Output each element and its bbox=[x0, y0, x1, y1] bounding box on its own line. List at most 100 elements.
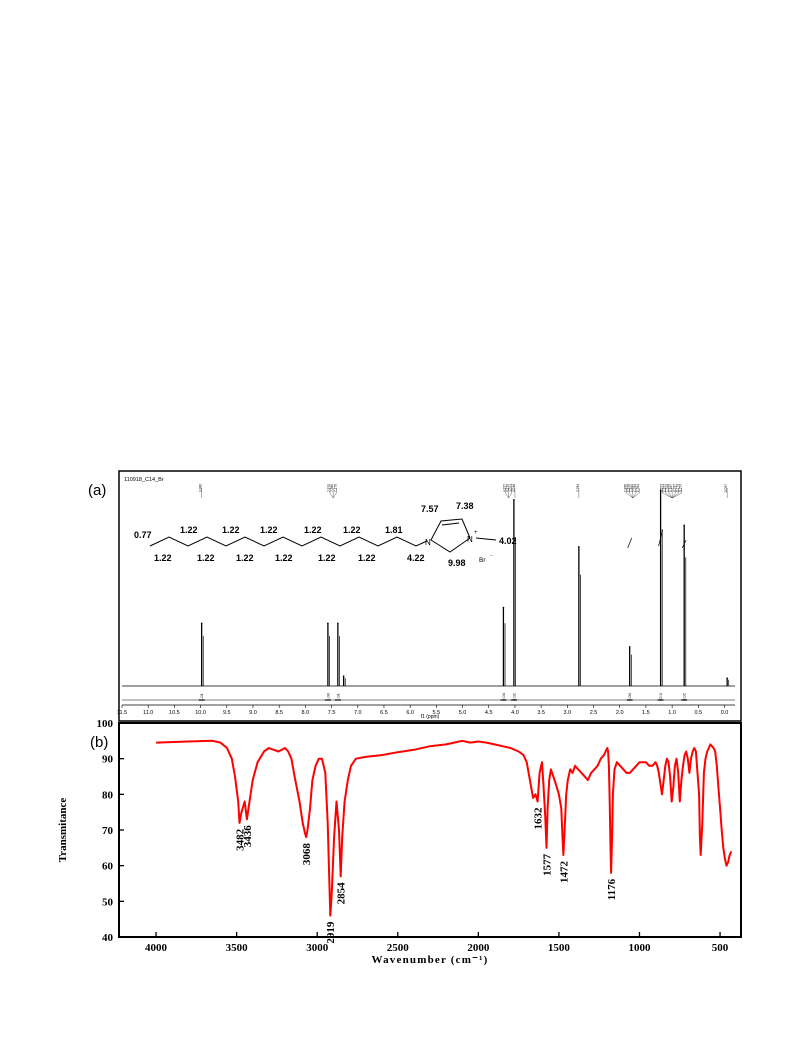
peak-list-leader bbox=[668, 492, 673, 499]
shift-label-top: 1.81 bbox=[385, 525, 403, 535]
ring-double-bond bbox=[441, 522, 460, 526]
peak-list-label: 1.231 bbox=[660, 484, 664, 492]
nmr-x-tick-label: 6.5 bbox=[380, 710, 388, 716]
ir-transmittance-line bbox=[156, 739, 733, 917]
ir-y-tick-label: 60 bbox=[102, 861, 114, 873]
nmr-x-tick-label: 7.0 bbox=[354, 710, 362, 716]
shift-label-top: 1.22 bbox=[343, 525, 361, 535]
nmr-peak-marker bbox=[513, 499, 515, 501]
shift-label-bottom: 1.22 bbox=[197, 553, 215, 563]
nmr-x-tick-label: 11.5 bbox=[117, 710, 127, 716]
nmr-x-tick-label: 4.0 bbox=[511, 710, 519, 716]
nmr-peak-marker bbox=[342, 675, 345, 677]
ir-x-axis-label: Wavenumber (cm⁻¹) bbox=[372, 954, 489, 966]
ir-y-axis-label: Transmitance bbox=[57, 798, 69, 863]
shift-label-top: 1.22 bbox=[304, 525, 322, 535]
integral-curve-mark bbox=[627, 537, 633, 549]
peak-list-label: 0.770 bbox=[676, 484, 680, 492]
peak-list-leader bbox=[662, 492, 673, 499]
peak-list-label: 7.570 bbox=[327, 484, 331, 492]
nmr-x-tick-label: 11.0 bbox=[143, 710, 153, 716]
nmr-peak-marker bbox=[726, 677, 728, 679]
nmr-x-tick-label: 0.5 bbox=[694, 710, 702, 716]
peak-list-leader bbox=[626, 492, 633, 499]
peak-list-label: 1.222 bbox=[663, 484, 667, 492]
peak-list-label: 4.220 bbox=[506, 484, 510, 492]
nmr-x-tick-label: 5.5 bbox=[433, 710, 441, 716]
peak-list-label: 1.208 bbox=[666, 484, 670, 492]
ir-x-tick-label: 2000 bbox=[467, 942, 490, 954]
peak-list-leader bbox=[672, 492, 676, 499]
ir-x-tick-label: 3500 bbox=[226, 942, 249, 954]
integral-label: 1.00 bbox=[325, 692, 330, 701]
integral-label: 3.02 bbox=[511, 692, 516, 701]
peak-list-label: 4.237 bbox=[502, 484, 506, 492]
nmr-x-tick-label: 4.5 bbox=[485, 710, 493, 716]
peak-list-leader bbox=[629, 492, 633, 499]
nmr-x-tick-label: 2.5 bbox=[590, 710, 598, 716]
ir-x-tick-label: 1000 bbox=[628, 942, 651, 954]
shift-label-methyl: 4.02 bbox=[499, 536, 517, 546]
peak-list-leader bbox=[672, 492, 682, 499]
shift-label-bottom: 1.22 bbox=[236, 553, 254, 563]
peak-list-leader bbox=[508, 492, 512, 499]
peak-list-leader bbox=[632, 492, 640, 499]
nmr-x-tick-label: 10.0 bbox=[195, 710, 206, 716]
shift-label-bottom: 1.22 bbox=[318, 553, 336, 563]
molecule-structure: N N + Br − 0.77 1.22 1.22 1.22 1.22 1.22… bbox=[134, 501, 517, 568]
ir-x-tick-label: 500 bbox=[712, 942, 729, 954]
shift-label-top: 1.22 bbox=[260, 525, 278, 535]
ir-x-tick-label: 4000 bbox=[145, 942, 168, 954]
nmr-peak-marker bbox=[327, 622, 329, 625]
nmr-x-tick-label: 1.0 bbox=[668, 710, 676, 716]
nmr-x-tick-label: 10.5 bbox=[169, 710, 180, 716]
alkyl-chain bbox=[149, 536, 428, 547]
shift-label-ring-right: 7.38 bbox=[456, 501, 474, 511]
peak-list-label: 4.016 bbox=[512, 484, 516, 492]
shift-label-top: 1.22 bbox=[222, 525, 240, 535]
peak-list-label: -0.057 bbox=[724, 484, 728, 493]
peak-list-label: 1.187 bbox=[669, 484, 673, 492]
ir-y-tick-label: 100 bbox=[97, 718, 114, 730]
ir-peak-label: 3068 bbox=[301, 843, 313, 866]
ir-y-tick-label: 70 bbox=[102, 825, 114, 837]
nmr-x-tick-label: 9.0 bbox=[249, 710, 257, 716]
nmr-peak-marker bbox=[628, 646, 631, 648]
shift-label-bottom: 1.22 bbox=[358, 553, 376, 563]
peak-list-leader bbox=[665, 492, 673, 499]
nmr-x-tick-label: 8.5 bbox=[275, 710, 283, 716]
ir-peak-label: 1632 bbox=[533, 807, 545, 830]
nmr-peak-marker bbox=[200, 622, 203, 625]
nmr-peak-list: 9.980 7.570 7.380 7.270 4.237 4.220 4.021 4.016… bbox=[199, 484, 728, 499]
ir-peak-label: 1176 bbox=[606, 878, 618, 900]
nmr-x-tick-label: 0.0 bbox=[721, 710, 729, 716]
peak-list-label: 4.021 bbox=[509, 484, 513, 492]
nmr-x-tick-label: 1.5 bbox=[642, 710, 650, 716]
nmr-x-tick-label: 3.5 bbox=[537, 710, 545, 716]
ir-frame bbox=[118, 722, 742, 938]
imidazolium-ring bbox=[430, 518, 471, 553]
nmr-integrals: 1.01 1.00 1.01 2.04 3.02 2.00 22.0 3.02 bbox=[198, 692, 688, 701]
nmr-x-axis-label: f1 (ppm) bbox=[421, 714, 440, 720]
ir-x-tick-label: 2500 bbox=[387, 942, 410, 954]
peak-list-leader bbox=[329, 492, 334, 499]
nmr-panel: (a) 110918_C14_Br 9.980 7.570 7.380 7.270 4.… bbox=[88, 470, 742, 722]
integral-label: 1.01 bbox=[199, 692, 204, 701]
peak-list-label: 2.784 bbox=[576, 484, 580, 492]
peak-list-label: 7.380 bbox=[330, 484, 334, 492]
nmr-peak-marker bbox=[578, 546, 580, 548]
nmr-peak-marker bbox=[683, 524, 685, 527]
counterion-label: Br bbox=[479, 557, 486, 564]
ir-peak-label: 1472 bbox=[558, 860, 570, 883]
nmr-ticks: 11.5 11.0 10.5 10.0 9.5 9.0 8.5 8.0 7.5 7.0 6.5 6.0… bbox=[117, 705, 728, 716]
ir-x-ticks: 4000 3500 3000 2500 2000 1500 1000 500 bbox=[145, 932, 729, 954]
nmr-peak-marker bbox=[337, 622, 339, 625]
integral-curve-marks bbox=[627, 529, 687, 549]
peak-list-leader bbox=[333, 492, 337, 499]
shift-label-top: 1.22 bbox=[180, 525, 198, 535]
peak-list-leader bbox=[505, 492, 509, 499]
ir-peak-label: 2854 bbox=[336, 882, 348, 905]
integral-label: 1.01 bbox=[335, 692, 340, 701]
peak-list-leader bbox=[632, 492, 637, 499]
peak-list-label: 1.764 bbox=[636, 484, 640, 492]
